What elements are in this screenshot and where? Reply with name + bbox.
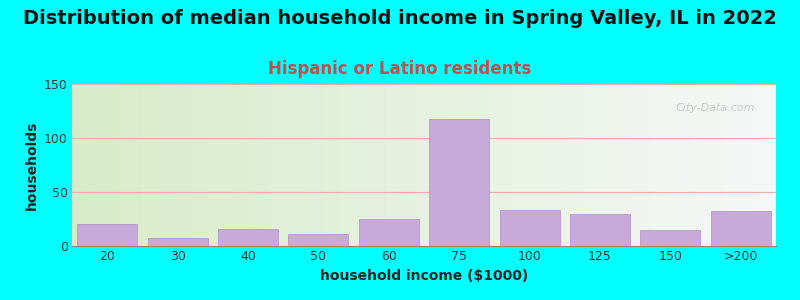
Y-axis label: households: households xyxy=(25,120,38,210)
Bar xyxy=(500,210,559,246)
Text: Distribution of median household income in Spring Valley, IL in 2022: Distribution of median household income … xyxy=(23,9,777,28)
Text: Hispanic or Latino residents: Hispanic or Latino residents xyxy=(268,60,532,78)
X-axis label: household income ($1000): household income ($1000) xyxy=(320,269,528,283)
Bar xyxy=(430,118,489,246)
Bar xyxy=(570,214,630,246)
Bar xyxy=(289,234,348,246)
Bar xyxy=(641,230,700,246)
Text: City-Data.com: City-Data.com xyxy=(675,103,755,113)
Bar xyxy=(359,219,418,246)
Bar xyxy=(148,238,207,246)
Bar xyxy=(218,229,278,246)
Bar xyxy=(711,212,770,246)
Bar xyxy=(78,224,137,246)
